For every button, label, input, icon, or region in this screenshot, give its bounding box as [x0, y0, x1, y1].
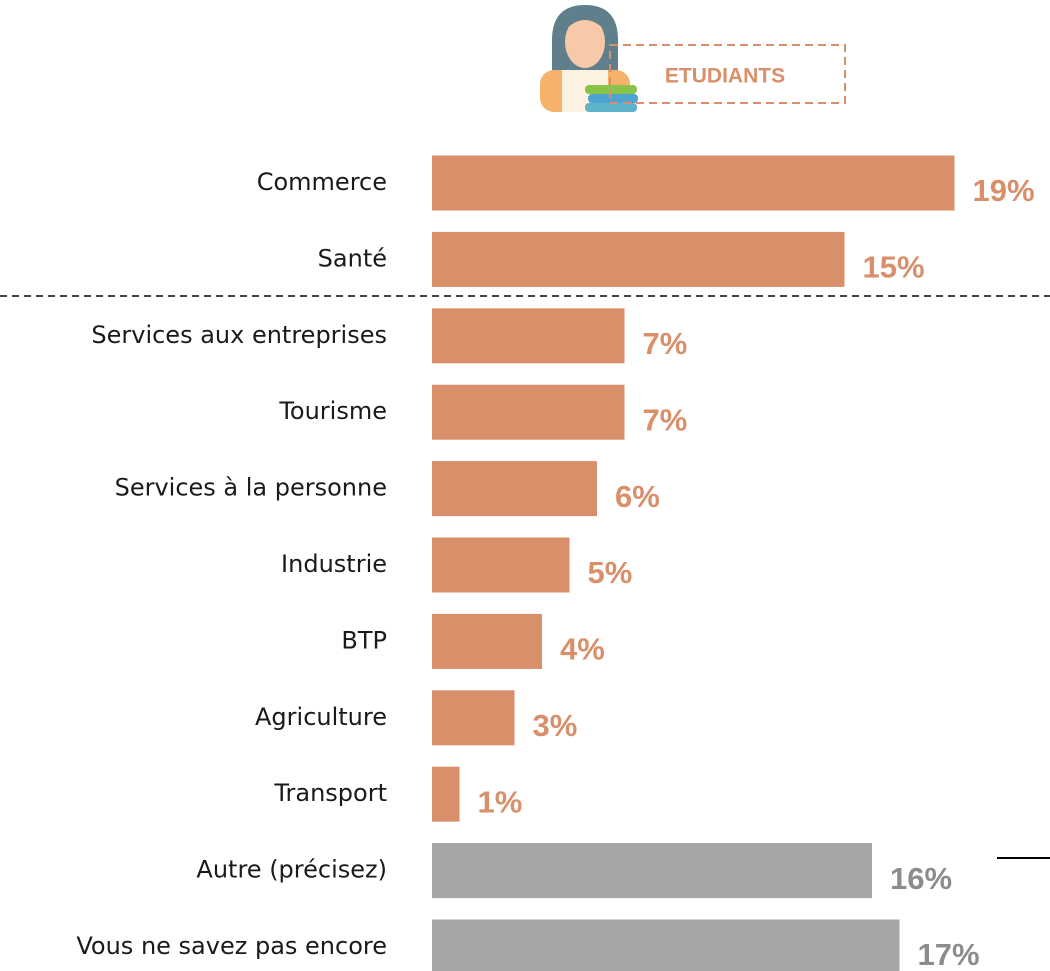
value-label: 16%: [890, 861, 952, 896]
student-icon: [540, 5, 638, 112]
category-label: Services à la personne: [115, 474, 387, 502]
value-label: 4%: [560, 632, 605, 667]
category-label: Autre (précisez): [196, 856, 387, 884]
value-label: 1%: [478, 784, 523, 819]
bar: [432, 308, 625, 364]
bar: [432, 461, 597, 517]
bar: [432, 384, 625, 440]
bar: [432, 613, 542, 669]
value-label: 6%: [615, 479, 660, 514]
value-label: 5%: [588, 555, 633, 590]
category-label: BTP: [341, 626, 387, 654]
value-label: 7%: [643, 402, 688, 437]
category-label: Industrie: [281, 550, 387, 578]
bar: [432, 155, 955, 211]
value-label: 17%: [918, 937, 980, 971]
category-label: Vous ne savez pas encore: [76, 932, 387, 960]
title-box: [609, 44, 846, 104]
value-label: 15%: [863, 250, 925, 285]
bar: [432, 537, 570, 593]
category-label: Tourisme: [278, 397, 387, 425]
bar: [432, 766, 460, 822]
chart-title: ETUDIANTS: [665, 65, 785, 88]
category-label: Santé: [318, 244, 387, 272]
value-label: 3%: [533, 708, 578, 743]
category-label: Commerce: [257, 168, 387, 196]
bar: [432, 919, 900, 971]
bar: [432, 843, 872, 899]
category-label: Agriculture: [255, 703, 387, 731]
category-label: Transport: [273, 779, 387, 807]
bar: [432, 690, 515, 746]
category-label: Services aux entreprises: [91, 321, 387, 349]
value-label: 19%: [973, 173, 1035, 208]
value-label: 7%: [643, 326, 688, 361]
bar: [432, 231, 845, 287]
